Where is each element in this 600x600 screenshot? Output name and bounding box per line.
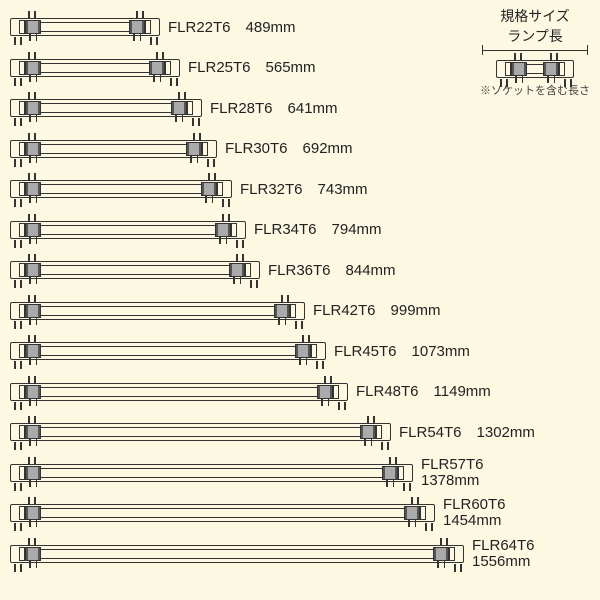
- lamp-length: 1556mm: [472, 554, 535, 570]
- lamp-label: FLR54T6 1302mm: [399, 424, 535, 441]
- lamp-size-chart: FLR22T6 489mm FLR25T6 565mm FLR28T6 641mm F…: [0, 0, 600, 573]
- lamp-icon: [10, 57, 180, 79]
- lamp-icon: [10, 543, 464, 565]
- lamp-icon: [10, 421, 391, 443]
- lamp-label: FLR48T6 1149mm: [356, 383, 491, 400]
- lamp-label: FLR45T6 1073mm: [334, 343, 470, 360]
- lamp-row: FLR36T6 844mm: [10, 251, 600, 289]
- lamp-row: FLR42T6 999mm: [10, 292, 600, 330]
- lamp-label: FLR36T6 844mm: [268, 262, 396, 279]
- lamp-model: FLR64T6: [472, 538, 535, 554]
- lamp-length: 1378mm: [421, 473, 484, 489]
- lamp-label: FLR57T61378mm: [421, 457, 484, 489]
- lamp-label: FLR32T6 743mm: [240, 181, 368, 198]
- lamp-icon: [10, 219, 246, 241]
- lamp-row: FLR32T6 743mm: [10, 170, 600, 208]
- lamp-label: FLR42T6 999mm: [313, 302, 441, 319]
- lamp-row: FLR28T6 641mm: [10, 89, 600, 127]
- lamp-icon: [10, 462, 413, 484]
- lamp-row: FLR34T6 794mm: [10, 211, 600, 249]
- lamp-icon: [10, 381, 348, 403]
- lamp-label: FLR25T6 565mm: [188, 59, 316, 76]
- lamp-label: FLR60T61454mm: [443, 497, 506, 529]
- lamp-icon: [10, 502, 435, 524]
- lamp-label: FLR30T6 692mm: [225, 140, 353, 157]
- lamp-icon: [10, 97, 202, 119]
- lamp-model: FLR57T6: [421, 457, 484, 473]
- lamp-label: FLR22T6 489mm: [168, 19, 296, 36]
- lamp-row: FLR30T6 692mm: [10, 130, 600, 168]
- lamp-row: FLR57T61378mm: [10, 454, 600, 492]
- lamp-length: 1454mm: [443, 513, 506, 529]
- lamp-row: FLR54T6 1302mm: [10, 413, 600, 451]
- lamp-icon: [10, 178, 232, 200]
- lamp-row: FLR64T61556mm: [10, 535, 600, 573]
- lamp-label: FLR34T6 794mm: [254, 221, 382, 238]
- lamp-row: FLR45T6 1073mm: [10, 332, 600, 370]
- lamp-label: FLR28T6 641mm: [210, 100, 338, 117]
- lamp-row: FLR22T6 489mm: [10, 8, 600, 46]
- lamp-row: FLR60T61454mm: [10, 494, 600, 532]
- lamp-model: FLR60T6: [443, 497, 506, 513]
- lamp-icon: [10, 138, 217, 160]
- lamp-label: FLR64T61556mm: [472, 538, 535, 570]
- lamp-icon: [10, 259, 260, 281]
- lamp-icon: [10, 300, 305, 322]
- lamp-icon: [10, 16, 160, 38]
- lamp-icon: [10, 340, 326, 362]
- lamp-row: FLR48T6 1149mm: [10, 373, 600, 411]
- lamp-row: FLR25T6 565mm: [10, 49, 600, 87]
